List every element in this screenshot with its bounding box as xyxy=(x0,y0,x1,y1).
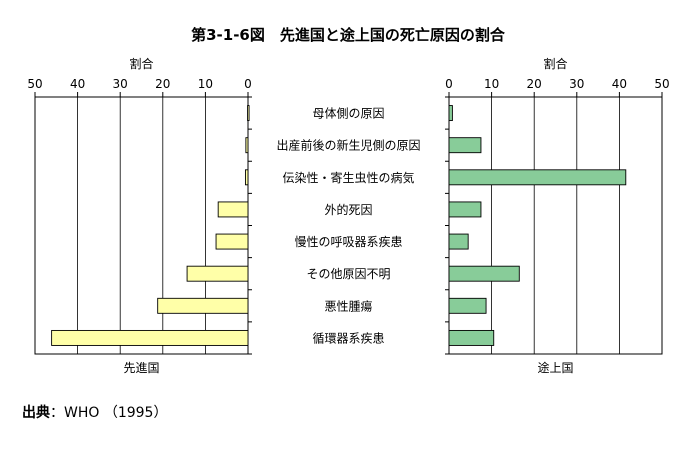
bar-developed xyxy=(215,233,249,250)
category-label: 母体側の原因 xyxy=(312,107,384,121)
bar-developed xyxy=(217,201,249,218)
category-label: 伝染性・寄生虫性の病気 xyxy=(282,170,414,185)
source-note: 出典：WHO （1995） xyxy=(22,402,167,422)
bar-developing xyxy=(448,201,482,218)
chart-title: 第3-1-6図 先進国と途上国の死亡原因の割合 xyxy=(191,26,506,44)
bar-developing xyxy=(448,137,482,154)
tick-label-developed: 20 xyxy=(155,77,170,91)
bar-developing xyxy=(448,297,487,314)
plot-frame-developing xyxy=(448,96,663,355)
bar-developing xyxy=(448,265,520,282)
source-text: ：WHO （1995） xyxy=(50,405,168,421)
panel-name-developing: 途上国 xyxy=(537,360,573,375)
bar-developed xyxy=(245,137,249,154)
category-labels: 母体側の原因出産前後の新生児側の原因伝染性・寄生虫性の病気外的死因慢性の呼吸器系… xyxy=(276,107,420,346)
category-label: 出産前後の新生児側の原因 xyxy=(276,138,420,153)
tick-label-developing: 30 xyxy=(569,77,584,91)
category-label: 循環器系疾患 xyxy=(312,330,384,345)
category-label: その他原因不明 xyxy=(306,267,390,281)
category-label: 外的死因 xyxy=(324,202,372,217)
bar-developing xyxy=(448,329,495,346)
bar-developed xyxy=(247,105,250,122)
category-label: 悪性腫瘍 xyxy=(324,298,372,313)
tick-label-developed: 50 xyxy=(27,77,42,91)
bar-developed xyxy=(186,265,249,282)
plot-frame-developed xyxy=(34,96,249,355)
bar-developing xyxy=(448,233,469,250)
tick-label-developed: 0 xyxy=(244,77,252,91)
category-label: 慢性の呼吸器系疾患 xyxy=(294,234,402,249)
bar-developing xyxy=(448,105,453,122)
tick-label-developing: 0 xyxy=(445,77,453,91)
tick-label-developed: 30 xyxy=(113,77,128,91)
tick-label-developing: 40 xyxy=(612,77,627,91)
bar-developing xyxy=(448,169,627,186)
tick-label-developing: 20 xyxy=(527,77,542,91)
bar-developed xyxy=(51,329,249,346)
tick-label-developed: 10 xyxy=(198,77,213,91)
bar-developed xyxy=(157,297,249,314)
axis-label-developed: 割合 xyxy=(129,56,153,71)
panel-name-developed: 先進国 xyxy=(123,361,159,375)
tick-label-developing: 50 xyxy=(654,77,669,91)
tick-label-developed: 40 xyxy=(70,77,85,91)
source-label: 出典 xyxy=(22,405,50,421)
axis-label-developing: 割合 xyxy=(543,56,567,71)
tick-label-developing: 10 xyxy=(484,77,499,91)
bar-developed xyxy=(244,169,249,186)
